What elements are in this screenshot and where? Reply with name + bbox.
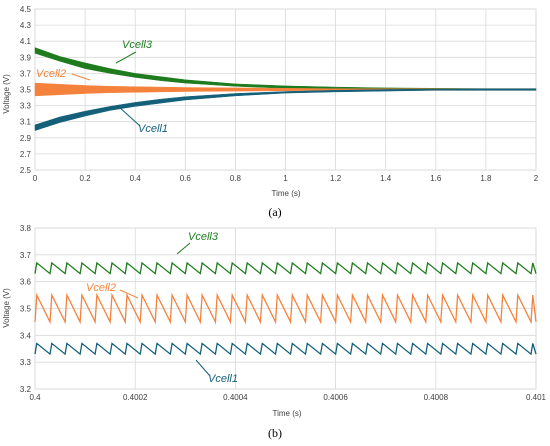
series-label-vcell1: Vcell1 (138, 123, 168, 135)
chart-a-panel-label: (a) (268, 205, 281, 219)
x-tick-label: 1.6 (430, 174, 442, 183)
x-tick-label: 0.4008 (424, 393, 449, 402)
series-leader-line (119, 289, 139, 299)
chart-b-panel-label: (b) (268, 426, 282, 440)
x-tick-label: 0.4 (130, 174, 142, 183)
x-tick-label: 1.4 (380, 174, 392, 183)
series-leader-line (117, 105, 141, 127)
y-tick-label: 2.9 (20, 134, 32, 143)
x-tick-label: 0.4 (29, 393, 41, 402)
chart-b-x-ticks: 0.4 0.4002 0.4004 0.4006 0.4008 0.401 (29, 393, 546, 402)
x-tick-label: 1.8 (480, 174, 492, 183)
chart-a-series (34, 47, 537, 131)
y-tick-label: 3.6 (20, 278, 32, 287)
chart-a-x-axis-label: Time (s) (271, 189, 300, 198)
series-line-vcell2 (34, 292, 537, 325)
chart-b-y-ticks: 3.2 3.3 3.4 3.5 3.6 3.7 3.8 (20, 224, 32, 394)
y-tick-label: 3.3 (20, 358, 32, 367)
series-label-vcell3: Vcell3 (122, 39, 153, 51)
y-tick-label: 3.4 (20, 331, 32, 340)
series-leader-line (115, 51, 137, 64)
chart-b-series-labels: Vcell3 Vcell2 Vcell1 (86, 231, 238, 385)
y-tick-label: 2.5 (20, 166, 32, 175)
series-label-vcell2: Vcell2 (86, 282, 116, 294)
series-label-vcell3: Vcell3 (188, 231, 219, 243)
x-tick-label: 0.4004 (223, 393, 248, 402)
chart-a-y-ticks: 2.5 2.7 2.9 3.1 3.3 3.5 3.7 3.9 4.1 4.3 4.5 (20, 5, 32, 175)
x-tick-label: 2 (534, 174, 539, 183)
y-tick-label: 3.5 (20, 305, 32, 314)
y-tick-label: 3.7 (20, 251, 32, 260)
x-tick-label: 0.6 (180, 174, 192, 183)
y-tick-label: 3.2 (20, 385, 32, 394)
chart-a-y-axis-label: Voltage (V) (2, 74, 11, 114)
x-tick-label: 0.4002 (123, 393, 148, 402)
y-tick-label: 3.5 (20, 86, 32, 95)
series-leader-line (71, 73, 91, 81)
chart-b-series (34, 261, 537, 356)
series-band-vcell1 (34, 88, 537, 131)
chart-b: 0.4 0.4002 0.4004 0.4006 0.4008 0.401 3.23.33… (2, 224, 547, 440)
series-line-vcell3 (34, 261, 537, 275)
chart-a: 0 0.2 0.4 0.6 0.8 1 1.2 1.4 1.6 1.8 2 2.5 2.7 2.9 3.1… (2, 5, 539, 219)
chart-b-y-axis-label: Voltage (V) (2, 288, 11, 328)
x-tick-label: 0 (33, 174, 38, 183)
chart-a-series-labels: Vcell3 Vcell2 Vcell1 (36, 39, 168, 135)
x-tick-label: 1 (283, 174, 288, 183)
series-leader-line (195, 359, 211, 377)
y-tick-label: 3.9 (20, 53, 32, 62)
chart-a-x-ticks: 0 0.2 0.4 0.6 0.8 1 1.2 1.4 1.6 1.8 2 (33, 174, 539, 183)
x-tick-label: 0.2 (80, 174, 92, 183)
x-tick-label: 0.401 (526, 393, 547, 402)
series-line-vcell1 (34, 342, 537, 356)
y-tick-label: 4.3 (20, 21, 32, 30)
y-tick-label: 3.8 (20, 224, 32, 233)
y-tick-label: 4.5 (20, 5, 32, 14)
chart-b-grid (34, 227, 537, 390)
series-label-vcell2: Vcell2 (36, 68, 66, 80)
y-tick-label: 4.1 (20, 37, 32, 46)
series-label-vcell1: Vcell1 (208, 373, 238, 385)
y-tick-label: 2.7 (20, 150, 32, 159)
y-tick-label: 3.1 (20, 118, 32, 127)
x-tick-label: 1.2 (330, 174, 342, 183)
y-tick-label: 3.3 (20, 102, 32, 111)
x-tick-label: 0.4006 (323, 393, 348, 402)
chart-b-x-axis-label: Time (s) (272, 409, 301, 418)
series-leader-line (176, 242, 191, 255)
x-tick-label: 0.8 (230, 174, 242, 183)
plot-area (34, 227, 537, 390)
y-tick-label: 3.7 (20, 69, 32, 78)
